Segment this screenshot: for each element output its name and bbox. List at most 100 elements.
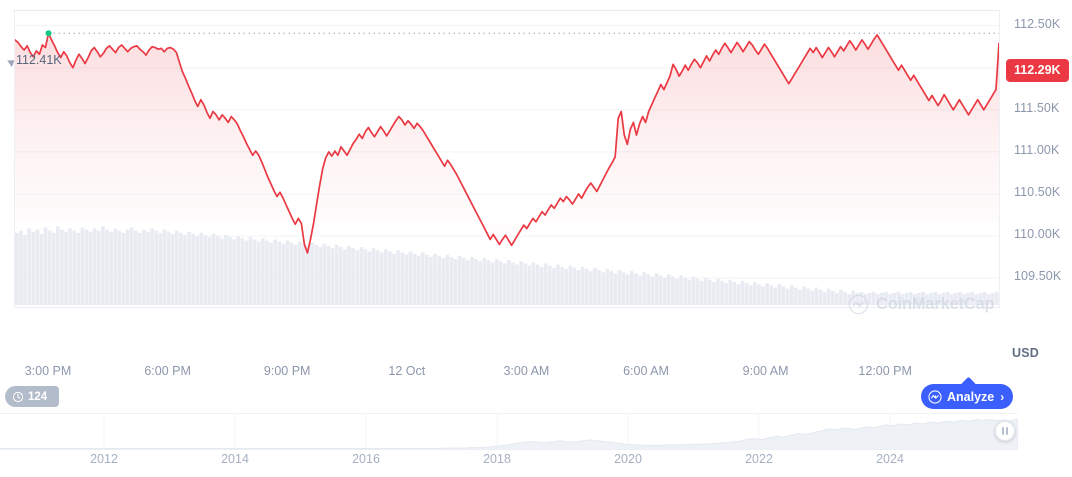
volume-bar [466,260,470,305]
volume-bar [843,291,847,305]
volume-bar [765,283,769,305]
volume-bar [133,230,138,305]
volume-bar [384,249,388,305]
volume-bar [859,291,864,305]
volume-bar [154,230,159,305]
navigator-right-handle[interactable] [995,421,1015,441]
navigator-x-tick: 2024 [876,452,904,466]
volume-bar [925,294,929,305]
volume-bar [990,292,995,305]
volume-bar [642,272,646,305]
volume-bar [535,264,540,305]
volume-bar [597,270,601,305]
high-price-label: 112.41K [16,53,62,67]
volume-bar [19,230,23,305]
coinmarketcap-watermark: CoinMarketCap [848,294,995,315]
volume-bar [822,291,827,305]
navigator-series [0,418,1018,449]
volume-bar [847,294,851,305]
volume-bar [789,285,794,305]
volume-bar [84,229,89,305]
volume-bar [634,273,638,305]
volume-bar [658,275,663,305]
volume-bar [646,274,651,305]
volume-bar [871,291,876,305]
volume-bar [27,228,31,305]
volume-bar [986,294,991,305]
volume-bar [166,231,171,305]
volume-bar [970,291,974,305]
volume-bar [105,229,109,305]
volume-bar [523,263,528,305]
volume-bar [593,267,597,305]
volume-bar [835,292,839,305]
y-axis-tick: 111.50K [1014,100,1060,115]
volume-bar [347,245,351,305]
y-axis-tick: 110.00K [1014,227,1061,242]
volume-bar [125,229,130,305]
volume-bar [662,277,667,305]
volume-bar [297,241,302,305]
volume-bar [908,291,913,305]
volume-bar [121,232,126,305]
price-line-chart [15,25,999,305]
watermark-text: CoinMarketCap [876,295,995,313]
volume-bar [355,250,359,305]
volume-bar [810,290,815,305]
volume-bar [392,253,396,305]
volume-bar [691,276,696,305]
volume-bar [539,266,544,305]
volume-bar [912,294,917,305]
volume-bar [638,275,642,305]
volume-bar [60,229,64,305]
volume-bar [921,291,925,305]
y-axis-tick: 109.50K [1014,269,1062,284]
volume-bar [617,270,622,305]
volume-bar [224,235,228,305]
volume-bar [482,257,487,305]
volume-bar [707,279,712,305]
analyze-button[interactable]: Analyze › [921,384,1014,409]
volume-bar [982,291,987,305]
volume-bar [363,249,368,305]
volume-bar [720,280,724,305]
volume-bar [474,259,478,305]
volume-bar [252,239,257,305]
volume-bar [945,291,950,305]
volume-bar [679,275,683,305]
volume-bar [457,255,462,305]
volume-bar [359,247,364,305]
volume-bar [183,235,187,305]
volume-bar [929,292,933,305]
y-axis-unit: USD [1012,346,1039,360]
range-navigator[interactable] [0,413,1018,450]
volume-bar [146,231,150,305]
navigator-area-chart [0,414,1018,449]
datapoint-count-badge[interactable]: 124 [5,386,60,407]
volume-bar [904,292,909,305]
cmc-logo-icon [848,294,869,315]
volume-bar [277,241,282,305]
volume-bar [293,244,298,305]
volume-bar [215,236,220,305]
volume-bar [740,280,745,305]
volume-bar [531,262,536,305]
volume-bar [958,291,962,305]
volume-bar [736,284,741,305]
volume-bar [876,294,880,305]
volume-bar [453,259,458,305]
volume-bar [507,260,511,305]
volume-bar [498,261,503,305]
volume-bar [798,289,802,305]
main-plot-area[interactable] [14,10,1000,308]
volume-bar [310,242,314,305]
volume-bar [351,248,355,305]
volume-bar [953,292,958,305]
volume-bar [613,273,618,305]
volume-bar [281,243,286,305]
volume-bar [232,239,236,305]
x-axis-tick: 9:00 AM [742,364,789,378]
volume-bar [826,288,831,305]
volume-bar [449,256,454,305]
navigator-x-axis: 2012 2014 2016 2018 2020 2022 2024 [0,452,1018,472]
